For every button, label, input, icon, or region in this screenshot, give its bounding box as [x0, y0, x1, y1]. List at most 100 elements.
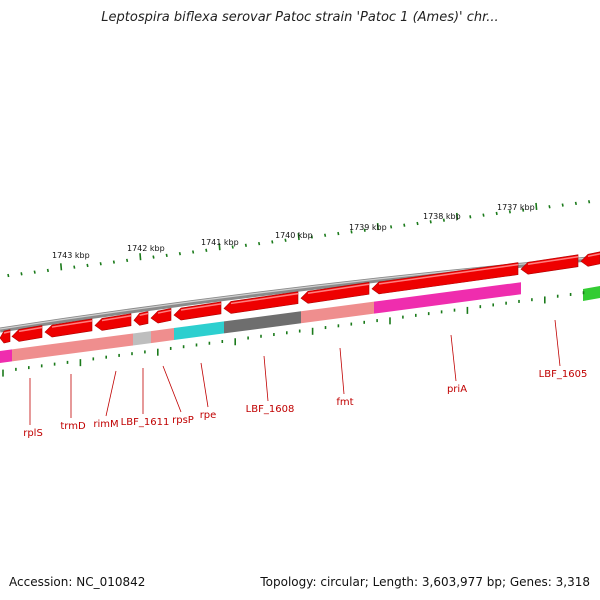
- minor-tick: [258, 241, 261, 246]
- leader-line: [105, 370, 117, 417]
- minor-tick: [33, 270, 36, 274]
- cog-segment: [0, 349, 12, 363]
- gene-arrow-shine: [587, 253, 600, 258]
- major-tick: [535, 202, 538, 210]
- cog-segment: [45, 333, 133, 358]
- gene-arrow-shine: [3, 330, 11, 334]
- gene-label-trmd: trmD: [60, 421, 86, 432]
- gene-arrow: [0, 329, 11, 344]
- minor-tick: [574, 201, 577, 206]
- minor-tick: [482, 213, 485, 217]
- gene-arrow-shine: [230, 292, 299, 305]
- leader-line: [200, 362, 209, 408]
- minor-tick: [86, 263, 89, 268]
- major-tick: [139, 253, 142, 261]
- gene-arrow-shine: [180, 303, 222, 311]
- genome-summary-text: Topology: circular; Length: 3,603,977 bp…: [260, 575, 590, 589]
- scale-label-1743-kbp: 1743 kbp: [52, 251, 90, 260]
- gene-arrow-forward: [583, 286, 600, 301]
- minor-tick: [508, 210, 511, 214]
- scale-label-1740-kbp: 1740 kbp: [275, 231, 313, 240]
- gene-labels: rplS trmD rimM LBF_1611 rpsP rpe LBF_1608 fmt pr…: [23, 369, 587, 439]
- cog-segment: [12, 345, 45, 362]
- minor-tick: [205, 248, 208, 252]
- minor-tick: [271, 240, 274, 244]
- scale-label-1741-kbp: 1741 kbp: [201, 238, 239, 247]
- gene-arrow-shine: [139, 312, 149, 317]
- gene-label-rpsp: rpsP: [172, 415, 194, 426]
- leader-line: [450, 334, 457, 382]
- gene-arrow-shine: [51, 320, 93, 328]
- minor-tick: [469, 215, 472, 219]
- scale-label-1742-kbp: 1742 kbp: [127, 244, 165, 253]
- minor-tick: [403, 223, 406, 227]
- cog-band: [0, 282, 521, 363]
- minor-tick: [7, 273, 10, 278]
- minor-tick: [126, 258, 129, 263]
- label-leader-lines: [29, 319, 561, 425]
- gene-arrow-shine: [378, 263, 519, 285]
- gene-label-rimm: rimM: [93, 419, 118, 430]
- scale-label-1739-kbp: 1739 kbp: [349, 223, 387, 232]
- accession-text: Accession: NC_010842: [9, 575, 146, 589]
- gene-label-pria: priA: [447, 384, 467, 395]
- gene-label-lbf-1608: LBF_1608: [246, 404, 295, 415]
- gene-arrow-shine: [307, 283, 370, 295]
- leader-line: [554, 319, 561, 367]
- map-title: Leptospira biflexa serovar Patoc strain …: [101, 10, 499, 25]
- gene-label-lbf-1611: LBF_1611: [121, 417, 170, 428]
- minor-tick: [284, 238, 287, 242]
- gene-arrows: [0, 251, 600, 344]
- minor-tick: [112, 260, 115, 264]
- cog-segment: [133, 331, 151, 346]
- gene-label-rpe: rpe: [200, 410, 217, 421]
- gene-label-rpls: rplS: [23, 428, 43, 439]
- minor-tick: [522, 208, 525, 212]
- minor-tick: [244, 243, 247, 247]
- minor-tick: [99, 262, 102, 266]
- cog-segment: [151, 328, 174, 344]
- minor-tick: [192, 250, 195, 254]
- minor-tick: [442, 218, 445, 222]
- minor-tick: [165, 253, 168, 258]
- gene-arrow-shine: [18, 326, 43, 333]
- gene-label-fmt: fmt: [336, 397, 353, 408]
- minor-tick: [390, 225, 393, 229]
- major-tick: [376, 222, 379, 231]
- major-tick: [218, 243, 221, 251]
- gene-arrow-shine: [157, 309, 172, 314]
- scale-label-1737-kbp: 1737 kbp: [497, 203, 535, 212]
- inner-scale-ticks: [2, 291, 585, 377]
- minor-tick: [152, 255, 155, 259]
- minor-tick: [178, 252, 181, 256]
- minor-tick: [429, 220, 432, 224]
- minor-tick: [363, 228, 366, 232]
- leader-line: [263, 355, 269, 402]
- cog-segment: [224, 311, 301, 334]
- cog-segment: [301, 301, 374, 324]
- minor-tick: [588, 200, 591, 204]
- scale-label-1738-kbp: 1738 kbp: [423, 212, 461, 221]
- cog-segment: [174, 321, 224, 341]
- major-tick: [456, 212, 459, 221]
- gene-arrow-shine: [101, 314, 132, 322]
- major-tick: [297, 233, 300, 241]
- minor-tick: [561, 203, 564, 207]
- minor-tick: [495, 211, 498, 216]
- minor-tick: [231, 245, 234, 249]
- gene-arrow-shine: [527, 255, 579, 265]
- gene-label-lbf-1605: LBF_1605: [539, 369, 588, 380]
- leader-line: [162, 365, 182, 413]
- minor-tick: [324, 233, 327, 237]
- minor-tick: [310, 235, 313, 239]
- major-tick: [60, 263, 63, 271]
- leader-line: [339, 347, 345, 395]
- minor-tick: [73, 265, 76, 269]
- minor-tick: [46, 268, 49, 273]
- minor-tick: [337, 231, 340, 236]
- scale-labels: 1743 kbp 1742 kbp 1741 kbp 1740 kbp 1739 kbp…: [52, 203, 535, 260]
- minor-tick: [20, 272, 23, 276]
- minor-tick: [350, 230, 353, 234]
- outer-scale-ticks: [7, 200, 591, 278]
